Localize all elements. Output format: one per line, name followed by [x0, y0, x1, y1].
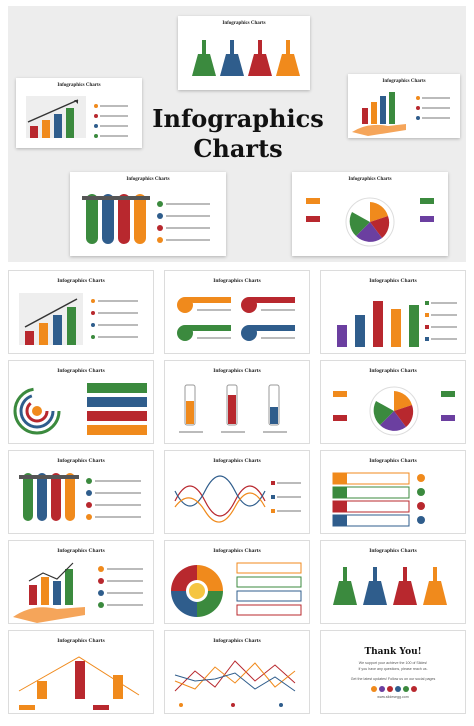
slide-title: Infographics Charts [57, 638, 105, 644]
radial-illustration [306, 197, 434, 247]
flask-green [192, 40, 216, 76]
slide-thumbnail[interactable]: Infographics Charts [164, 630, 310, 714]
slide-title: Infographics Charts [369, 458, 417, 464]
slide-title: Infographics Charts [213, 278, 261, 284]
hand-bars-illustration [352, 92, 450, 136]
slide-thumbnail[interactable]: Thank You! We support your achieve the 10… [320, 630, 466, 714]
thank-you-title: Thank You! [364, 647, 422, 657]
slide-thumbnail[interactable]: Infographics Charts [320, 360, 466, 444]
slide-thumbnail[interactable]: Infographics Charts [8, 360, 154, 444]
slide-thumbnail[interactable]: Infographics Charts [164, 450, 310, 534]
hero-slide-test-tubes[interactable]: Infographics Charts [70, 172, 226, 256]
hero-slide-flasks[interactable]: Infographics Charts [178, 16, 310, 90]
slide-title: Infographics Charts [369, 368, 417, 374]
slide-title: Infographics Charts [369, 548, 417, 554]
social-icon [387, 686, 393, 692]
slide-thumbnail[interactable]: Infographics Charts [8, 270, 154, 354]
slide-title: Infographics Charts [57, 83, 101, 88]
hero-slide-radial[interactable]: Infographics Charts [292, 172, 448, 256]
slide-thumbnail[interactable]: Infographics Charts [164, 270, 310, 354]
test-tubes-illustration [82, 194, 210, 244]
slide-thumbnail[interactable]: Infographics Charts [164, 360, 310, 444]
slide-title: Infographics Charts [57, 548, 105, 554]
slide-title: Infographics Charts [213, 548, 261, 554]
bar-arrow-illustration [26, 96, 128, 138]
slide-title: Infographics Charts [57, 458, 105, 464]
thank-you-line: We support your achieve the 100 of Slide… [358, 661, 428, 665]
slide-title: Infographics Charts [57, 368, 105, 374]
flask-orange [276, 40, 300, 76]
slide-title: Infographics Charts [213, 368, 261, 374]
flasks-illustration [192, 40, 300, 76]
social-icon [403, 686, 409, 692]
social-icons [371, 686, 417, 692]
hero-preview: Infographics Charts Infographics Charts … [8, 6, 466, 262]
flask-blue [220, 40, 244, 76]
slide-title: Infographics Charts [369, 278, 417, 284]
slide-thumbnail[interactable]: Infographics Charts [8, 630, 154, 714]
slide-title: Infographics Charts [213, 458, 261, 464]
slide-title: Infographics Charts [126, 177, 170, 182]
hero-slide-hand-bars[interactable]: Infographics Charts [348, 74, 460, 138]
slide-thumbnail[interactable]: Infographics Charts [320, 450, 466, 534]
slide-title: Infographics Charts [213, 638, 261, 644]
slide-title: Infographics Charts [348, 177, 392, 182]
thank-you-line: www.slidesegg.com [377, 695, 409, 699]
slide-thumbnail[interactable]: Infographics Charts [320, 270, 466, 354]
slide-thumbnail[interactable]: Infographics Charts [164, 540, 310, 624]
slide-thumbnail[interactable]: Infographics Charts [8, 450, 154, 534]
slide-title: Infographics Charts [382, 79, 426, 84]
slide-thumbnail-grid: Infographics Charts Infographics Charts … [0, 266, 474, 726]
slide-thumbnail[interactable]: Infographics Charts [320, 540, 466, 624]
social-icon [379, 686, 385, 692]
slide-thumbnail[interactable]: Infographics Charts [8, 540, 154, 624]
social-icon [395, 686, 401, 692]
hero-title: Infographics Charts [152, 104, 324, 163]
slide-title: Infographics Charts [57, 278, 105, 284]
social-icon [371, 686, 377, 692]
social-icon [411, 686, 417, 692]
thank-you-line: If you have any questions, please reach … [358, 667, 428, 671]
flask-red [248, 40, 272, 76]
hero-slide-bar-arrow[interactable]: Infographics Charts [16, 78, 142, 148]
thank-you-line: Get the latest updates! Follow us on our… [350, 677, 436, 681]
slide-title: Infographics Charts [222, 21, 266, 26]
